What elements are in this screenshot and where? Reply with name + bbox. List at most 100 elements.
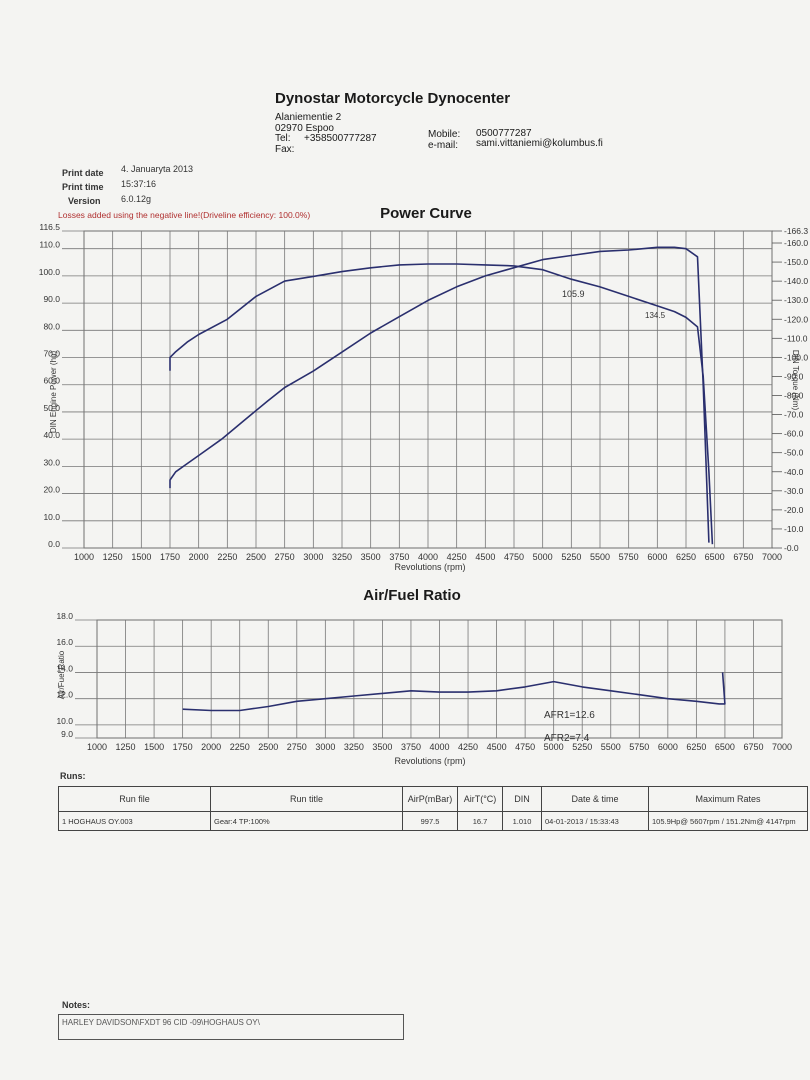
afr-x-tick: 4750	[515, 742, 535, 752]
afr-y-tick: 16.0	[56, 637, 73, 647]
power-y2-tick: -70.0	[784, 410, 804, 420]
mobile-label: Mobile:	[428, 129, 461, 140]
cell-datetime: 04-01-2013 / 15:33:43	[541, 811, 649, 831]
power-y-tick: 116.5	[39, 222, 60, 232]
power-chart-xlabel: Revolutions (rpm)	[394, 562, 465, 572]
print-date-value: 4. Januaryta 2013	[121, 164, 194, 174]
power-x-tick: 3500	[361, 552, 381, 562]
email-label: e-mail:	[428, 140, 459, 151]
notes-box: HARLEY DAVIDSON\FXDT 96 CID -09\HOGHAUS …	[58, 1014, 404, 1040]
power-series-line-1	[169, 263, 714, 545]
power-y-tick: 100.0	[39, 267, 61, 277]
tel-value: +358500777287	[304, 133, 377, 144]
power-y-tick: 70.0	[43, 349, 60, 359]
email-value: sami.vittaniemi@kolumbus.fi	[476, 138, 603, 149]
afr-x-tick: 5250	[572, 742, 592, 752]
afr1-annotation: AFR1=12.6	[544, 710, 595, 721]
afr-x-tick: 1000	[87, 742, 107, 752]
afr-x-tick: 2750	[287, 742, 307, 752]
power-y-tick: 40.0	[43, 430, 60, 440]
afr-x-tick: 4250	[458, 742, 478, 752]
power-y2-tick: -40.0	[784, 467, 804, 477]
col-run-title: Run title	[210, 786, 403, 812]
cell-din: 1.010	[502, 811, 542, 831]
power-y-tick: 80.0	[43, 321, 60, 331]
afr-x-tick: 1750	[173, 742, 193, 752]
power-x-tick: 4500	[475, 552, 495, 562]
power-y2-tick: -30.0	[784, 486, 804, 496]
afr-x-tick: 7000	[772, 742, 792, 752]
power-curve-chart: Power Curve 1000 1250 1500 1750 2000 2250 2500…	[39, 205, 809, 572]
power-x-tick: 1250	[103, 552, 123, 562]
runs-table: Run file Run title AirP(mBar) AirT(°C) D…	[58, 786, 808, 831]
cell-run-file: 1 HOGHAUS OY.003	[58, 811, 211, 831]
afr-x-tick: 3500	[372, 742, 392, 752]
cell-airt: 16.7	[457, 811, 503, 831]
power-y-tick: 110.0	[39, 240, 60, 250]
power-x-tick: 5250	[561, 552, 581, 562]
afr-x-tick: 3000	[315, 742, 335, 752]
afr-series-line-0	[182, 672, 726, 712]
power-y-tick: 0.0	[48, 539, 60, 549]
power-y2-tick: -100.0	[784, 352, 808, 362]
afr-x-tick: 6750	[743, 742, 763, 752]
notes-text: HARLEY DAVIDSON\FXDT 96 CID -09\HOGHAUS …	[62, 1018, 260, 1027]
afr-y-tick: 9.0	[61, 729, 73, 739]
cell-max-rates: 105.9Hp@ 5607rpm / 151.2Nm@ 4147rpm	[648, 811, 808, 831]
power-y2-tick: -120.0	[784, 314, 808, 324]
col-datetime: Date & time	[541, 786, 649, 812]
power-x-tick: 4750	[504, 552, 524, 562]
power-x-tick: 3000	[303, 552, 323, 562]
power-chart-title: Power Curve	[380, 205, 472, 222]
version-label: Version	[68, 196, 101, 206]
cell-airp: 997.5	[402, 811, 458, 831]
power-x-tick: 7000	[762, 552, 782, 562]
power-y2-tick: -90.0	[784, 371, 804, 381]
power-y2-tick: -0.0	[784, 543, 799, 553]
fax-label: Fax:	[275, 144, 295, 155]
afr-x-tick: 4000	[429, 742, 449, 752]
power-y-tick: 10.0	[43, 512, 60, 522]
col-run-file: Run file	[58, 786, 211, 812]
company-name: Dynostar Motorcycle Dynocenter	[275, 90, 511, 107]
power-x-tick: 4250	[447, 552, 467, 562]
afr-chart: Air/Fuel Ratio 1000 1250 1500 1750 2000 2250 2…	[56, 587, 792, 766]
afr-x-tick: 4500	[487, 742, 507, 752]
power-y2-tick: -140.0	[784, 276, 808, 286]
address-street: Alaniementie 2	[275, 112, 342, 123]
power-x-tick: 6000	[647, 552, 667, 562]
power-y-tick: 90.0	[43, 294, 60, 304]
afr-x-tick: 2250	[230, 742, 250, 752]
power-y2-tick: -60.0	[784, 429, 804, 439]
afr-chart-xlabel: Revolutions (rpm)	[394, 756, 465, 766]
afr-y-tick: 14.0	[56, 663, 73, 673]
mobile-value: 0500777287	[476, 128, 532, 139]
power-y2-tick: -150.0	[784, 257, 808, 267]
power-x-tick: 3750	[389, 552, 409, 562]
afr2-annotation: AFR2=7.4	[544, 733, 590, 744]
afr-x-tick: 5500	[601, 742, 621, 752]
notes-label: Notes:	[62, 1000, 91, 1010]
power-y-tick: 60.0	[43, 376, 60, 386]
peak-torque-annotation: 134.5	[645, 311, 666, 320]
afr-chart-title: Air/Fuel Ratio	[363, 587, 461, 604]
col-din: DIN	[502, 786, 542, 812]
power-y2-tick: -130.0	[784, 295, 808, 305]
peak-power-annotation: 105.9	[562, 289, 585, 299]
power-x-tick: 2000	[189, 552, 209, 562]
col-airt: AirT(°C)	[457, 786, 503, 812]
power-x-tick: 6250	[676, 552, 696, 562]
power-x-tick: 1000	[74, 552, 94, 562]
table-row: 1 HOGHAUS OY.003 Gear:4 TP:100% 997.5 16…	[58, 811, 808, 831]
afr-chart-ylabel: Air/Fuel Ratio	[57, 650, 66, 699]
afr-x-tick: 1500	[144, 742, 164, 752]
power-chart-ylabel: DIN Engine Power (hp)	[49, 351, 58, 434]
power-x-tick: 5750	[619, 552, 639, 562]
power-x-tick: 2500	[246, 552, 266, 562]
address-city: 02970 Espoo	[275, 123, 334, 134]
tel-label: Tel:	[275, 133, 291, 144]
afr-x-tick: 2000	[201, 742, 221, 752]
power-x-tick: 6500	[705, 552, 725, 562]
afr-x-tick: 5750	[629, 742, 649, 752]
